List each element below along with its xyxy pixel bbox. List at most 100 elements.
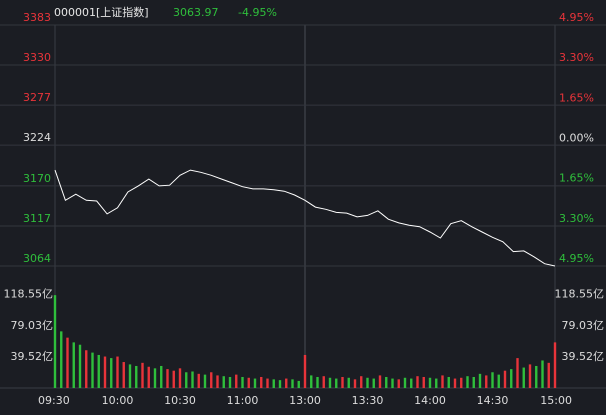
volume-bar [53,295,57,388]
volume-bar [403,377,407,388]
volume-bar [547,362,550,388]
volume-bar [347,377,350,388]
volume-bar [278,380,282,388]
y-tick-label: 3117 [23,212,51,225]
volume-bar [485,375,488,388]
volume-bar [391,378,394,388]
volume-bar [103,356,107,388]
x-tick-label: 10:30 [164,394,196,407]
volume-bar [91,352,94,388]
volume-bar [366,377,369,388]
volume-bar [235,374,238,388]
volume-bar [253,378,257,388]
volume-bar [541,360,544,388]
volume-bar [72,342,75,388]
volume-bar [491,372,494,388]
volume-bar [310,375,313,388]
volume-bar [328,377,332,388]
volume-bar [447,376,450,388]
y-tick-label: 118.55亿 [4,288,54,301]
volume-bar [453,378,457,388]
volume-bar [116,356,119,388]
volume-bar [141,362,144,388]
x-tick-label: 13:30 [352,394,384,407]
y-tick-label: 39.52亿 [11,350,54,363]
volume-bar [441,375,444,388]
y2-tick-label: 3.30% [559,51,594,64]
volume-bar [260,376,263,388]
volume-bar [110,358,113,388]
volume-bar [497,374,500,388]
volume-bar [166,369,169,388]
y-tick-label: 79.03亿 [11,319,54,332]
volume-bar [285,378,288,388]
price-line [54,169,556,267]
volume-bar [216,375,219,388]
volume-bar [416,376,419,388]
y2-tick-label: 4.95% [559,252,594,265]
volume-bar [516,358,519,388]
volume-bar [528,364,532,388]
volume-bar [378,375,382,388]
volume-bar [303,354,307,388]
volume-bar [241,376,244,388]
x-tick-label: 09:30 [38,394,70,407]
volume-bar [203,374,207,388]
x-tick-label: 11:00 [227,394,259,407]
y-tick-label: 3064 [23,252,51,265]
volume-bar [385,376,388,388]
x-tick-label: 14:30 [477,394,509,407]
volume-bar [535,365,538,388]
volume-bar [210,372,213,388]
volume-bar [466,376,469,388]
volume-bar [128,364,132,388]
volume-bar [147,366,150,388]
volume-bar [503,370,507,388]
volume-bar [153,368,157,388]
y2-tick-label: 79.03亿 [562,319,605,332]
volume-bar [172,370,175,388]
volume-bar [85,350,88,388]
volume-bar [78,344,82,388]
x-tick-label: 14:00 [414,394,446,407]
y2-tick-label: 39.52亿 [562,350,605,363]
y-tick-label: 3330 [23,51,51,64]
volume-bar [66,337,69,388]
volume-bar [360,376,363,388]
y-tick-label: 3170 [23,172,51,185]
y2-tick-label: 3.30% [559,212,594,225]
volume-bar [247,377,250,388]
volume-bar [422,376,425,388]
volume-bar [178,368,182,388]
last-price: 3063.97 [173,6,219,19]
volume-bar [372,378,375,388]
volume-bar [266,378,269,388]
volume-bar [472,376,475,388]
volume-bar [341,376,344,388]
volume-bar [197,373,200,388]
volume-bar [316,376,319,388]
index-code: 000001[上证指数] [54,5,149,19]
volume-bar [228,376,232,388]
volume-bar [335,378,338,388]
y2-tick-label: 1.65% [559,172,594,185]
volume-bar [522,367,525,388]
volume-bar [160,365,163,388]
volume-bar [553,342,557,388]
volume-bar [435,378,438,388]
volume-bar [353,379,357,388]
y-tick-label: 3383 [23,11,51,24]
volume-bar [185,372,188,388]
volume-bar [291,379,294,388]
y2-tick-label: 118.55亿 [555,288,605,301]
volume-bar [428,377,432,388]
volume-bar [97,354,100,388]
volume-bar [272,379,275,388]
volume-bar [191,371,194,388]
volume-bar [510,369,513,388]
volume-bar [460,377,463,388]
x-tick-label: 13:00 [289,394,321,407]
volume-bar [410,378,413,388]
